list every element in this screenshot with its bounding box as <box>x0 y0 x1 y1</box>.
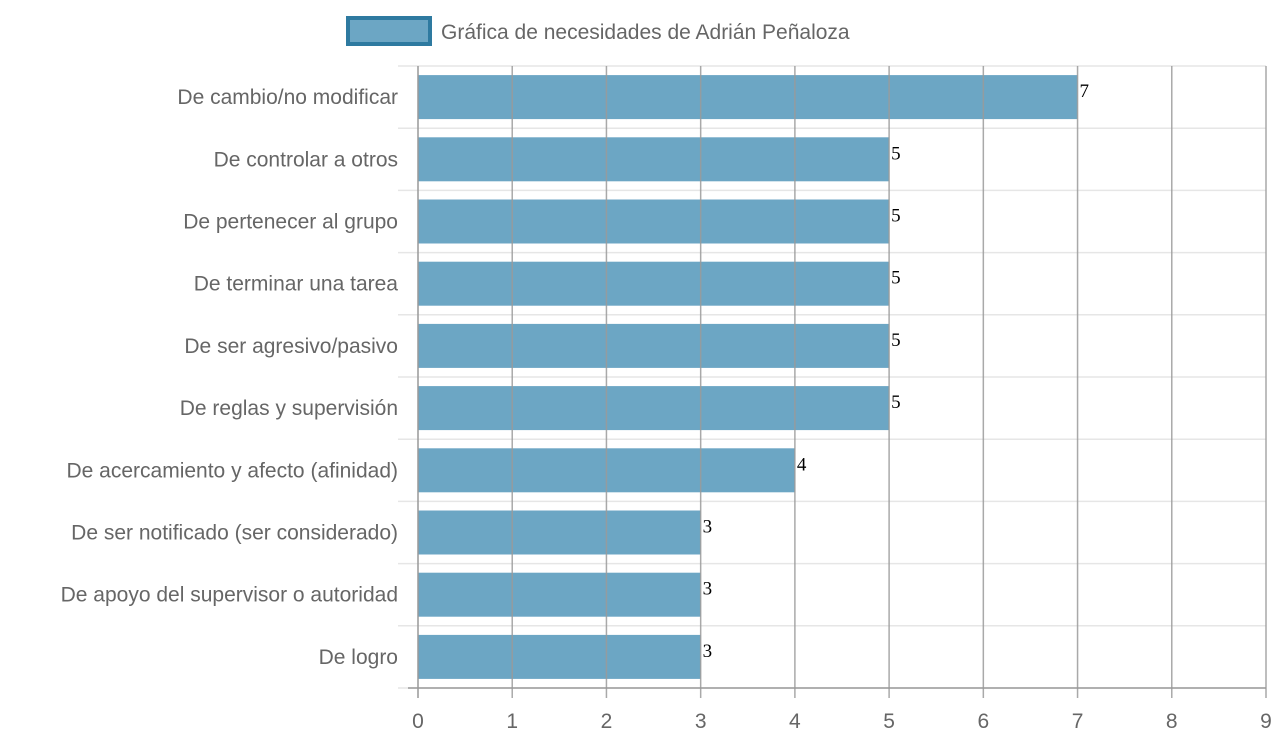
x-tick-label: 8 <box>1166 710 1178 733</box>
x-tick-label: 9 <box>1260 710 1272 733</box>
legend[interactable]: Gráfica de necesidades de Adrián Peñaloz… <box>346 16 850 46</box>
bar[interactable] <box>418 510 701 555</box>
category-label: De ser agresivo/pasivo <box>184 335 398 358</box>
category-label: De cambio/no modificar <box>177 86 398 109</box>
data-labels: 7 5 5 5 5 5 4 3 3 3 <box>703 81 1089 662</box>
x-tick-label: 3 <box>695 710 707 733</box>
data-label: 5 <box>891 392 901 413</box>
bar[interactable] <box>418 634 701 679</box>
category-label: De pertenecer al grupo <box>183 211 398 234</box>
x-tick-labels: 0 1 2 3 4 5 6 7 8 9 <box>412 710 1272 733</box>
bar[interactable] <box>418 572 701 617</box>
x-tick-label: 5 <box>883 710 895 733</box>
axes <box>408 66 1267 698</box>
category-label: De logro <box>319 646 398 669</box>
x-tick-label: 2 <box>601 710 613 733</box>
bar[interactable] <box>418 137 890 182</box>
data-label: 3 <box>703 517 713 538</box>
bar[interactable] <box>418 199 890 244</box>
x-tick-label: 0 <box>412 710 424 733</box>
bar[interactable] <box>418 386 890 431</box>
category-label: De acercamiento y afecto (afinidad) <box>67 459 399 482</box>
data-label: 5 <box>891 206 901 227</box>
bar[interactable] <box>418 75 1078 120</box>
data-label: 5 <box>891 330 901 351</box>
bar[interactable] <box>418 261 890 306</box>
legend-swatch <box>346 16 432 46</box>
data-label: 7 <box>1080 81 1090 102</box>
category-label: De apoyo del supervisor o autoridad <box>61 584 398 607</box>
x-tick-label: 1 <box>506 710 518 733</box>
x-tick-label: 7 <box>1072 710 1084 733</box>
x-tick-label: 4 <box>789 710 801 733</box>
bar[interactable] <box>418 323 890 368</box>
data-label: 3 <box>703 641 713 662</box>
bars <box>418 75 1078 679</box>
category-label: De controlar a otros <box>214 148 398 171</box>
legend-label: Gráfica de necesidades de Adrián Peñaloz… <box>441 21 850 44</box>
data-label: 5 <box>891 268 901 289</box>
data-label: 5 <box>891 143 901 164</box>
x-tick-label: 6 <box>977 710 989 733</box>
data-label: 3 <box>703 579 713 600</box>
category-labels: De cambio/no modificar De controlar a otr… <box>61 86 399 669</box>
data-label: 4 <box>797 454 807 475</box>
category-label: De ser notificado (ser considerado) <box>71 522 398 545</box>
category-label: De reglas y supervisión <box>180 397 398 420</box>
category-label: De terminar una tarea <box>194 273 399 296</box>
